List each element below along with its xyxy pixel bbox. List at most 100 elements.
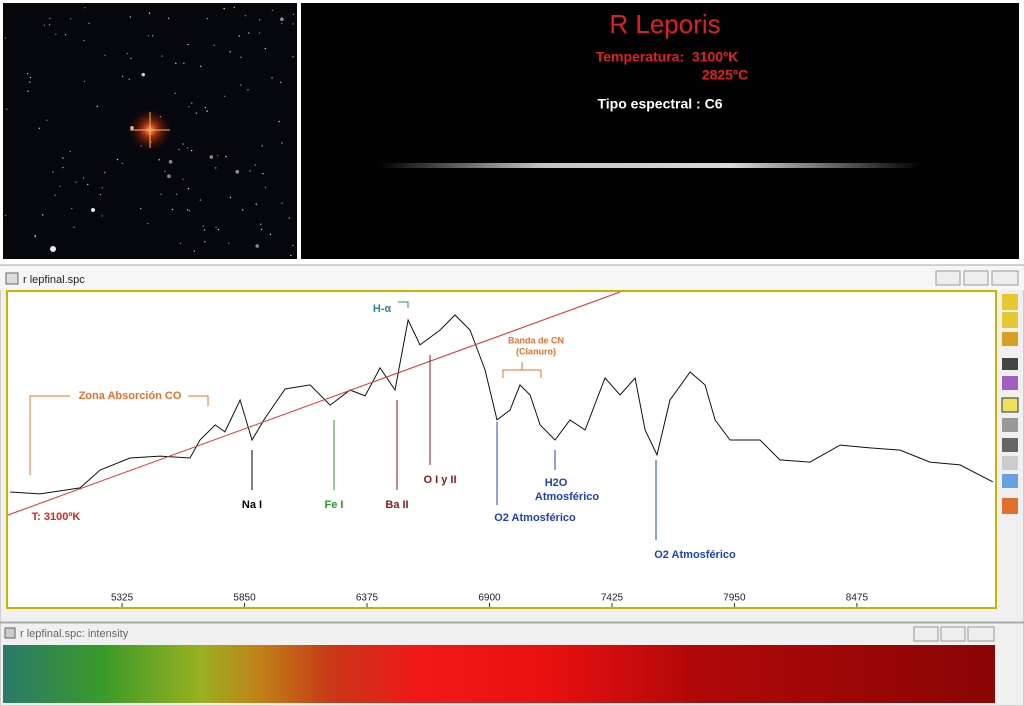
tool-button[interactable] — [1002, 358, 1018, 370]
star-title: R Leporis — [609, 9, 720, 39]
star — [240, 56, 242, 58]
star — [116, 158, 119, 161]
star — [261, 145, 263, 147]
tool-button[interactable] — [1002, 474, 1018, 488]
star — [209, 155, 214, 159]
co-bracket — [29, 395, 209, 475]
star — [240, 84, 242, 86]
annotation: Zona Absorción CO — [79, 390, 182, 402]
tool-button[interactable] — [1002, 418, 1018, 432]
star — [187, 147, 189, 149]
star — [202, 225, 204, 227]
star — [223, 7, 225, 10]
x-tick-label: 5850 — [233, 593, 256, 604]
star — [54, 194, 56, 197]
star — [247, 89, 249, 91]
star — [43, 24, 46, 26]
star — [83, 39, 85, 42]
star-spikes — [130, 112, 170, 148]
tool-button[interactable] — [1002, 438, 1018, 452]
window-title: r lepfinal.spc — [23, 274, 85, 286]
annotation: (Cianuro) — [516, 346, 556, 356]
star — [249, 170, 251, 172]
temperature-c: 2825ºC — [702, 67, 748, 83]
star — [50, 246, 56, 252]
star — [6, 108, 8, 110]
star — [278, 120, 280, 123]
star — [64, 34, 67, 36]
star — [167, 17, 170, 19]
spectrum-streak — [380, 163, 920, 168]
star — [215, 167, 217, 169]
star — [167, 174, 171, 179]
star — [281, 202, 283, 205]
star — [223, 95, 226, 98]
tool-button[interactable] — [1001, 397, 1019, 413]
star — [193, 250, 196, 252]
star — [260, 228, 263, 231]
temperature: Temperatura: 3100ºK — [596, 49, 739, 65]
annotation: Ba II — [385, 499, 408, 511]
star — [101, 215, 103, 217]
star — [244, 15, 247, 17]
window-icon — [4, 627, 16, 639]
star — [188, 210, 191, 212]
star — [271, 9, 274, 11]
star — [178, 148, 180, 151]
star — [288, 217, 291, 219]
maximize-button[interactable] — [963, 270, 989, 286]
star — [41, 214, 44, 216]
star — [264, 47, 267, 50]
star — [52, 171, 54, 173]
star — [229, 51, 231, 53]
star — [271, 77, 273, 79]
x-tick-label: 6375 — [356, 593, 379, 604]
star — [175, 193, 178, 195]
minimize-button[interactable] — [935, 270, 961, 286]
star — [182, 178, 184, 181]
close-button[interactable] — [991, 270, 1019, 286]
star — [179, 242, 182, 245]
star — [101, 187, 103, 189]
star — [217, 154, 219, 157]
cn-bracket — [502, 362, 542, 378]
tool-button[interactable] — [1002, 332, 1018, 346]
star — [141, 72, 146, 77]
x-tick-label: 8475 — [846, 593, 869, 604]
annotation: O2 Atmosférico — [654, 549, 736, 561]
star — [238, 35, 240, 37]
tool-button[interactable] — [1002, 294, 1018, 310]
tool-button[interactable] — [1002, 456, 1018, 470]
star — [292, 56, 294, 58]
annotation: T: 3100ºK — [32, 511, 81, 523]
tool-button[interactable] — [1002, 498, 1018, 514]
star — [229, 196, 232, 199]
tool-button[interactable] — [1002, 376, 1018, 390]
star — [168, 160, 173, 164]
star — [175, 62, 177, 65]
star — [204, 106, 206, 109]
star — [206, 110, 208, 112]
minimize-button[interactable] — [913, 626, 939, 642]
close-button[interactable] — [967, 626, 995, 642]
color-spectrum — [3, 645, 995, 703]
annotation: O2 Atmosférico — [494, 512, 576, 524]
maximize-button[interactable] — [940, 626, 966, 642]
star — [83, 80, 86, 83]
star — [158, 159, 160, 161]
star — [186, 209, 189, 211]
star — [84, 6, 86, 9]
star — [217, 228, 220, 231]
star — [96, 105, 98, 108]
ha-bracket — [398, 301, 409, 308]
star — [161, 55, 163, 57]
star — [259, 223, 262, 225]
window-icon — [5, 272, 19, 285]
star — [28, 81, 31, 83]
tool-button[interactable] — [1002, 312, 1018, 328]
star — [280, 17, 284, 22]
star — [225, 155, 227, 158]
star — [171, 208, 174, 211]
spectral-type: Tipo espectral : C6 — [597, 96, 722, 112]
